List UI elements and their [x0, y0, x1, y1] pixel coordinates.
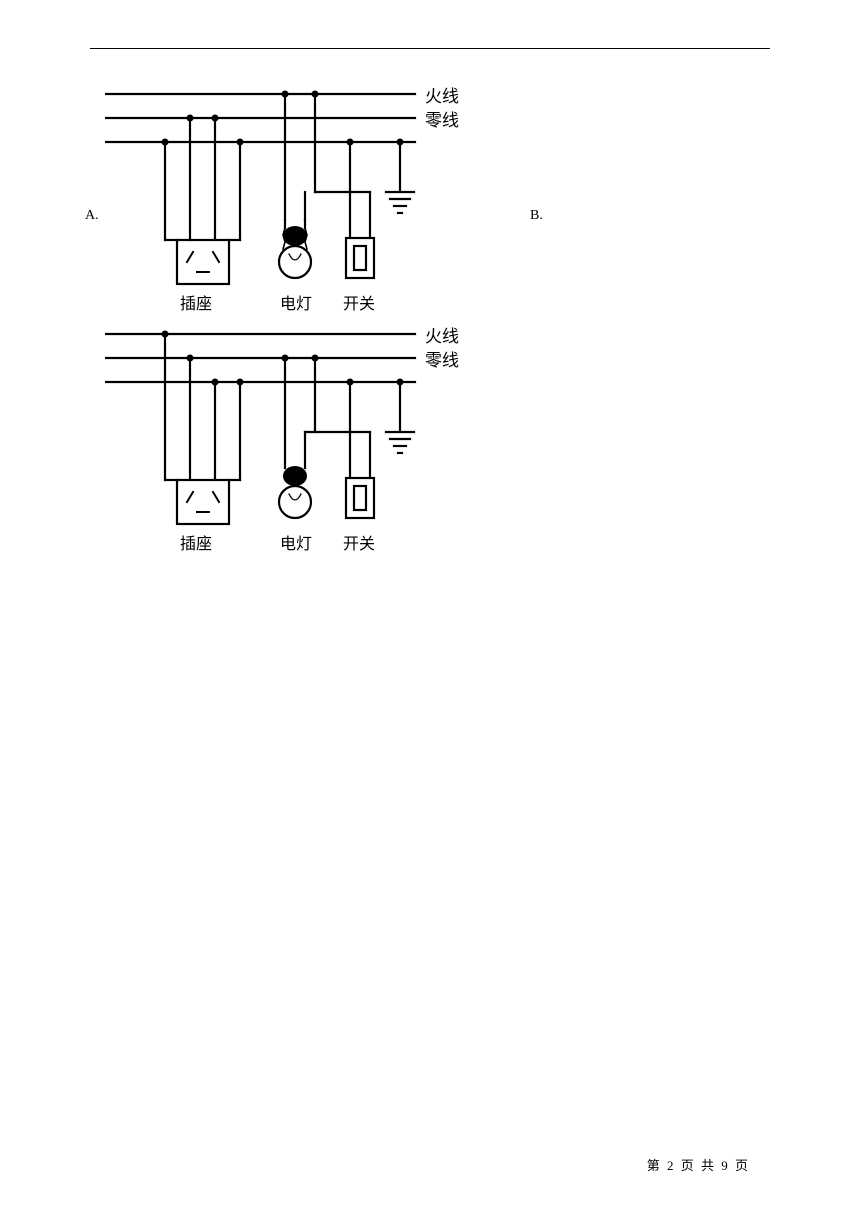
footer-total: 9	[721, 1158, 730, 1173]
page-footer: 第 2 页 共 9 页	[647, 1155, 750, 1174]
lamp-label-b: 电灯	[280, 530, 312, 554]
top-rule	[90, 48, 770, 49]
footer-mid: 页 共	[681, 1158, 716, 1173]
live-label-a: 火线	[425, 82, 459, 107]
socket-label-a: 插座	[180, 290, 212, 314]
live-label-b: 火线	[425, 322, 459, 347]
switch-label-a: 开关	[343, 290, 375, 314]
lamp-label-a: 电灯	[280, 290, 312, 314]
neutral-label-a: 零线	[425, 106, 459, 131]
footer-suffix: 页	[735, 1158, 750, 1173]
option-b-label: B.	[530, 208, 543, 224]
footer-prefix: 第	[647, 1158, 662, 1173]
socket-label-b: 插座	[180, 530, 212, 554]
switch-label-b: 开关	[343, 530, 375, 554]
option-a-label: A.	[85, 208, 99, 224]
neutral-label-b: 零线	[425, 346, 459, 371]
footer-current: 2	[667, 1158, 676, 1173]
